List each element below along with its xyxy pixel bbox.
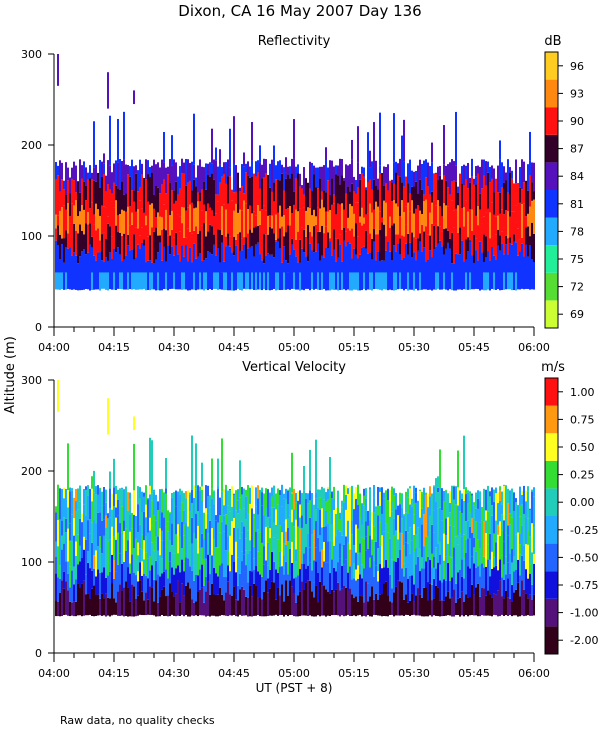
reflectivity-colorbar-label: 84 (570, 170, 584, 183)
reflectivity-y-tick-label: 100 (21, 230, 42, 243)
reflectivity-colorbar-label: 72 (570, 281, 584, 294)
reflectivity-x-tick-label: 05:45 (458, 341, 490, 354)
reflectivity-x-tick-label: 04:30 (158, 341, 190, 354)
chart-panels: Reflectivity 0 100 200 300 04:00 04:15 04:30 04:… (21, 34, 598, 680)
velocity-colorbar-swatch (545, 516, 558, 544)
reflectivity-title: Reflectivity (258, 34, 331, 49)
reflectivity-colorbar-swatch (545, 107, 558, 135)
reflectivity-colorbar-label: 96 (570, 60, 584, 73)
velocity-colorbar-swatch (545, 626, 558, 654)
reflectivity-colorbar-swatch (545, 300, 558, 328)
velocity-x-tick-label: 05:45 (458, 667, 490, 680)
velocity-colorbar-label: 0.00 (570, 496, 595, 509)
reflectivity-colorbar-label: 93 (570, 87, 584, 100)
reflectivity-colorbar-swatch (545, 162, 558, 190)
velocity-x-tick-label: 04:45 (218, 667, 250, 680)
reflectivity-colorbar-label: 78 (570, 225, 584, 238)
reflectivity-heatmap (55, 54, 535, 291)
reflectivity-y-tick-label: 0 (35, 321, 42, 334)
velocity-x-tick-label: 05:30 (398, 667, 430, 680)
reflectivity-colorbar-swatch (545, 134, 558, 163)
reflectivity-colorbar-swatch (545, 79, 558, 108)
velocity-colorbar-swatch (545, 571, 558, 599)
velocity-colorbar-label: -0.75 (570, 579, 598, 592)
velocity-heatmap (55, 380, 535, 617)
velocity-colorbar-label: -1.00 (570, 607, 598, 620)
reflectivity-panel: Reflectivity 0 100 200 300 04:00 04:15 04:30 04:… (21, 34, 584, 354)
velocity-colorbar-unit: m/s (541, 360, 565, 375)
reflectivity-colorbar-label: 75 (570, 253, 584, 266)
x-axis-label: UT (PST + 8) (256, 681, 333, 695)
velocity-y-tick-label: 300 (21, 374, 42, 387)
velocity-y-tick-label: 200 (21, 465, 42, 478)
velocity-x-tick-label: 04:15 (98, 667, 130, 680)
reflectivity-x-tick-label: 04:00 (38, 341, 70, 354)
velocity-colorbar-label: -0.25 (570, 524, 598, 537)
velocity-colorbar-label: 0.25 (570, 469, 595, 482)
reflectivity-colorbar-unit: dB (544, 34, 561, 49)
figure-title: Dixon, CA 16 May 2007 Day 136 (178, 2, 421, 20)
velocity-title: Vertical Velocity (242, 360, 346, 375)
reflectivity-colorbar-swatch (545, 272, 558, 301)
velocity-colorbar-swatch (545, 405, 558, 434)
velocity-x-tick-label: 05:00 (278, 667, 310, 680)
velocity-y-tick-label: 0 (35, 647, 42, 660)
velocity-colorbar-swatch (545, 460, 558, 489)
reflectivity-colorbar-swatch (545, 52, 558, 80)
reflectivity-x-tick-label: 06:00 (518, 341, 550, 354)
reflectivity-x-tick-label: 05:15 (338, 341, 370, 354)
velocity-x-tick-label: 06:00 (518, 667, 550, 680)
velocity-colorbar-label: -2.00 (570, 634, 598, 647)
reflectivity-colorbar: 69 72 75 78 81 84 87 90 93 96 dB (544, 34, 584, 329)
velocity-colorbar: -2.00 -1.00 -0.75 -0.50 -0.25 0.00 0.25 0.50 0.7… (541, 360, 598, 655)
velocity-colorbar-label: 0.75 (570, 413, 595, 426)
reflectivity-colorbar-label: 69 (570, 308, 584, 321)
reflectivity-y-tick-label: 200 (21, 139, 42, 152)
reflectivity-x-tick-label: 04:15 (98, 341, 130, 354)
velocity-colorbar-swatch (545, 598, 558, 627)
quality-note: Raw data, no quality checks (60, 714, 215, 727)
y-axis-label: Altitude (m) (3, 336, 18, 414)
reflectivity-x-tick-label: 04:45 (218, 341, 250, 354)
reflectivity-colorbar-label: 90 (570, 115, 584, 128)
velocity-x-tick-label: 04:30 (158, 667, 190, 680)
reflectivity-x-tick-label: 05:30 (398, 341, 430, 354)
reflectivity-x-tick-label: 05:00 (278, 341, 310, 354)
velocity-colorbar-label: 0.50 (570, 441, 595, 454)
reflectivity-colorbar-label: 87 (570, 143, 584, 156)
reflectivity-colorbar-swatch (545, 245, 558, 273)
reflectivity-colorbar-swatch (545, 190, 558, 218)
velocity-panel: Vertical Velocity 0 100 200 300 04:00 04:15 04:… (21, 360, 598, 680)
velocity-colorbar-label: -0.50 (570, 551, 598, 564)
velocity-colorbar-swatch (545, 433, 558, 461)
velocity-colorbar-label: 1.00 (570, 386, 595, 399)
velocity-colorbar-swatch (545, 378, 558, 406)
velocity-colorbar-swatch (545, 543, 558, 572)
velocity-colorbar-swatch (545, 488, 558, 516)
reflectivity-colorbar-swatch (545, 217, 558, 246)
velocity-x-tick-label: 04:00 (38, 667, 70, 680)
reflectivity-y-tick-label: 300 (21, 48, 42, 61)
reflectivity-colorbar-label: 81 (570, 198, 584, 211)
velocity-y-tick-label: 100 (21, 556, 42, 569)
velocity-x-tick-label: 05:15 (338, 667, 370, 680)
